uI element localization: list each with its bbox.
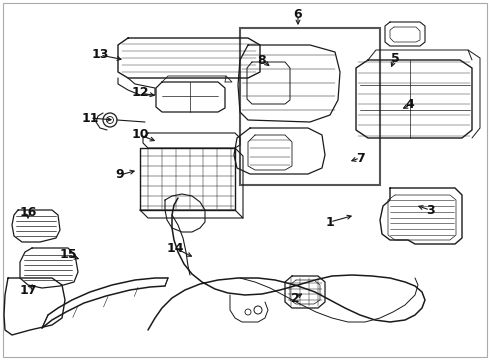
Text: 10: 10	[131, 129, 149, 141]
Text: 8: 8	[258, 54, 266, 67]
Text: 14: 14	[166, 242, 184, 255]
Text: 5: 5	[391, 51, 399, 64]
Text: 9: 9	[116, 168, 124, 181]
Text: 1: 1	[326, 216, 334, 229]
Text: 15: 15	[59, 248, 77, 261]
Text: 12: 12	[131, 86, 149, 99]
Text: 4: 4	[406, 99, 415, 112]
Text: 6: 6	[294, 9, 302, 22]
Text: 13: 13	[91, 49, 109, 62]
Bar	[240, 28, 380, 185]
Text: 16: 16	[19, 206, 37, 219]
Text: 11: 11	[81, 112, 99, 125]
Text: 17: 17	[19, 284, 37, 297]
Text: 2: 2	[291, 292, 299, 305]
Text: 7: 7	[356, 152, 365, 165]
Text: 3: 3	[426, 203, 434, 216]
